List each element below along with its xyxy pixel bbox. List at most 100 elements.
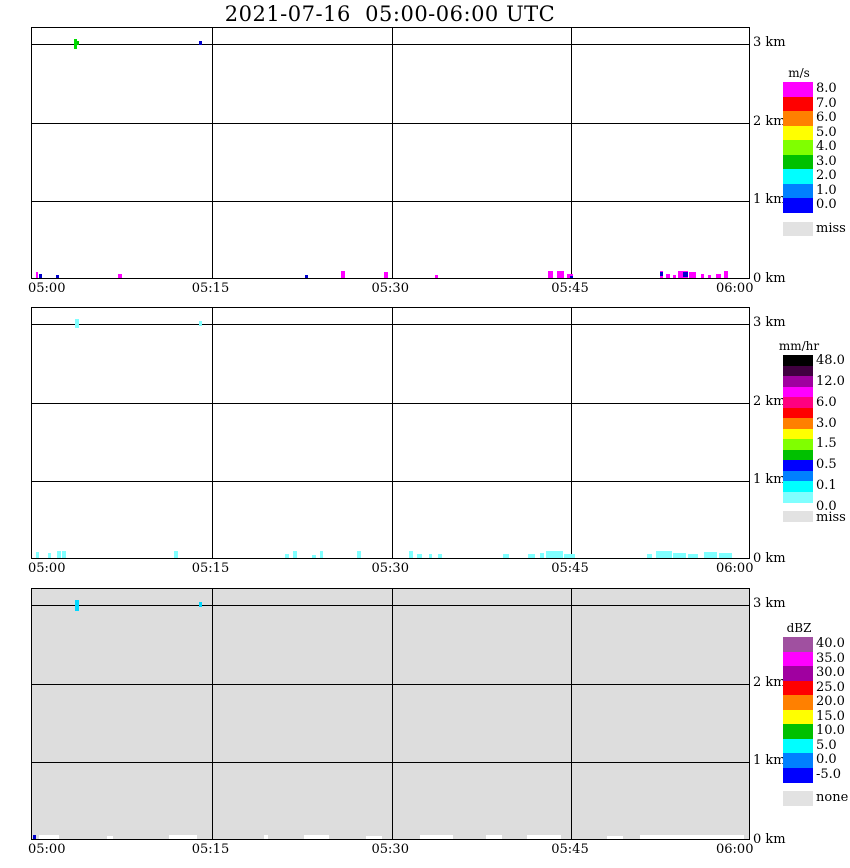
gridline-vertical	[392, 28, 393, 278]
colorbar-tick-label: 48.0	[816, 353, 845, 368]
gridline-vertical	[212, 589, 213, 839]
plot-area-reflectivity[interactable]	[31, 588, 750, 840]
x-tick-label: 05:00	[28, 842, 66, 857]
colorbar-swatch	[783, 695, 813, 711]
plot-area-rain-intensity[interactable]	[31, 307, 750, 559]
data-cell	[526, 835, 562, 839]
colorbar-missing-label: miss	[816, 220, 846, 236]
colorbar-tick-label: 6.0	[816, 394, 837, 410]
colorbar-missing-swatch	[783, 511, 813, 522]
data-cell	[55, 275, 59, 278]
x-tick-label: 05:00	[28, 561, 66, 576]
colorbar-tick-label: 5.0	[816, 124, 837, 140]
data-cell	[659, 272, 663, 277]
data-cell	[718, 552, 732, 558]
colorbar-missing-swatch	[783, 791, 813, 806]
gridline-vertical	[212, 308, 213, 558]
data-cell	[416, 554, 423, 558]
gridline-horizontal	[32, 684, 749, 685]
colorbar-unit-label: mm/hr	[778, 339, 820, 353]
colorbar-swatch	[783, 491, 813, 503]
data-cell	[689, 272, 696, 278]
data-cell	[75, 600, 79, 612]
x-tick-label: 06:00	[716, 281, 754, 296]
data-cell	[687, 554, 698, 558]
y-tick-label: 1 km	[753, 472, 786, 488]
data-cell	[607, 836, 623, 839]
x-tick-label: 05:30	[371, 561, 409, 576]
x-tick-label: 05:00	[28, 281, 66, 296]
data-cell	[319, 551, 324, 558]
data-cell	[198, 601, 203, 608]
colorbar-tick-label: 2.0	[816, 168, 837, 183]
gridline-vertical	[571, 308, 572, 558]
colorbar-swatch	[783, 365, 813, 377]
colorbar-swatch	[783, 724, 813, 740]
data-cell	[168, 835, 198, 839]
data-cell	[704, 552, 718, 558]
data-cell	[639, 835, 744, 839]
colorbar-fall-velocity: m/s 8.0 7.0 6.0 5.0 4.0 3.0 2.0 1.0 0.0 miss	[783, 66, 846, 253]
colorbar-swatch	[783, 140, 813, 156]
figure-title: 2021-07-16 05:00-06:00 UTC	[224, 2, 556, 26]
colorbar-swatch	[783, 460, 813, 472]
y-tick-label: 3 km	[753, 34, 786, 50]
data-cell	[502, 554, 509, 558]
x-tick-label: 05:15	[191, 281, 230, 296]
data-cell	[39, 274, 43, 278]
data-cell	[683, 272, 688, 277]
colorbar-tick-label: 1.5	[816, 436, 837, 452]
colorbar-tick-label: 35.0	[816, 650, 845, 666]
colorbar-tick-label: 4.0	[816, 139, 837, 154]
panel-title-fall-velocity: Fall Velocity	[0, 94, 70, 211]
colorbar-swatch	[783, 169, 813, 185]
y-tick-label: 0 km	[753, 271, 786, 286]
colorbar-swatch	[783, 407, 813, 419]
data-cell	[566, 273, 573, 278]
y-tick-label: 2 km	[753, 674, 786, 690]
colorbar-swatch	[783, 470, 813, 482]
colorbar-tick-label: 12.0	[816, 373, 845, 389]
colorbar-tick-label: 0.0	[816, 498, 837, 514]
colorbar-swatch	[783, 96, 813, 112]
data-cell	[62, 551, 66, 558]
data-cell	[174, 551, 178, 558]
x-tick-label: 05:15	[191, 842, 230, 857]
colorbar-tick-label: 25.0	[816, 679, 845, 695]
panel-fall-velocity	[31, 27, 750, 279]
colorbar-missing-label: none	[816, 790, 849, 805]
data-cell	[341, 271, 345, 278]
data-cell	[292, 550, 297, 558]
colorbar-tick-label: 3.0	[816, 153, 837, 169]
colorbar-tick-label: 30.0	[816, 665, 845, 680]
data-cell	[646, 554, 653, 558]
panel-title-rain-intensity: Rain Intensity	[0, 365, 79, 500]
gridline-horizontal	[32, 44, 749, 45]
x-tick-label: 05:45	[551, 561, 589, 576]
data-cell	[428, 554, 433, 558]
x-tick-label: 05:45	[551, 842, 589, 857]
data-cell	[57, 550, 61, 558]
gridline-vertical	[392, 308, 393, 558]
colorbar-swatch	[783, 439, 813, 451]
data-cell	[35, 552, 40, 558]
data-cell	[198, 320, 203, 327]
data-cell	[556, 270, 565, 278]
gridline-vertical	[392, 589, 393, 839]
data-cell	[285, 554, 289, 558]
plot-area-fall-velocity[interactable]	[31, 27, 750, 279]
y-tick-label: 0 km	[753, 551, 786, 566]
data-cell	[673, 552, 687, 558]
colorbar-tick-label: 6.0	[816, 110, 837, 125]
data-cell	[539, 552, 544, 558]
gridline-vertical	[571, 589, 572, 839]
data-cell	[564, 554, 575, 558]
data-cell	[118, 274, 122, 278]
data-cell	[486, 835, 503, 839]
colorbar-swatch	[783, 753, 813, 769]
colorbar-tick-label: 15.0	[816, 708, 845, 724]
colorbar-tick-label: 8.0	[816, 81, 837, 96]
data-cell	[356, 551, 361, 558]
colorbar-reflectivity: dBZ 40.0 35.0 30.0 25.0 20.0 15.0 10.0 5.0 0.0 -5.…	[783, 621, 848, 822]
panel-rain-intensity	[31, 307, 750, 559]
